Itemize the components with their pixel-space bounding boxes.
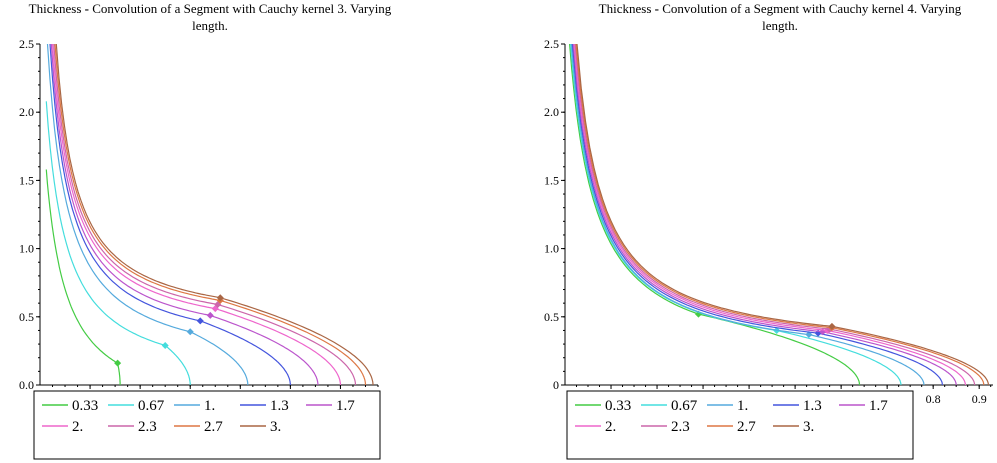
series-line-3 xyxy=(55,44,374,385)
chart-2: Thickness - Convolution of a Segment wit… xyxy=(544,1,993,460)
chart-title-line-2: length. xyxy=(192,18,228,33)
chart-1: Thickness - Convolution of a Segment wit… xyxy=(19,1,392,460)
legend-label: 2.3 xyxy=(138,419,157,435)
chart-title-line-2: length. xyxy=(762,18,798,33)
legend-label: 1.3 xyxy=(803,398,822,414)
legend-label: 1. xyxy=(204,398,215,414)
series-line-17 xyxy=(50,44,319,385)
series-line-13 xyxy=(571,44,943,385)
legend-label: 1.7 xyxy=(336,398,355,414)
y-tick-label: 2.5 xyxy=(544,37,559,51)
y-tick-label: 1.5 xyxy=(544,173,559,187)
legend-label: 1. xyxy=(737,398,748,414)
y-tick-label: 0 xyxy=(553,378,559,392)
legend-label: 3. xyxy=(803,419,814,435)
y-tick-label: 0.5 xyxy=(19,310,34,324)
y-tick-label: 1.0 xyxy=(19,242,34,256)
series-marker-3 xyxy=(216,294,224,302)
x-tick-label: 0.9 xyxy=(972,392,987,406)
series-line-27 xyxy=(575,44,985,385)
legend-label: 0.67 xyxy=(138,398,165,414)
legend-label: 0.67 xyxy=(671,398,698,414)
legend-label: 1.7 xyxy=(869,398,888,414)
y-tick-label: 2.0 xyxy=(544,105,559,119)
series-marker-067 xyxy=(161,341,169,349)
legend-box xyxy=(566,390,914,460)
y-tick-label: 0.0 xyxy=(19,378,34,392)
series-marker-13 xyxy=(196,317,204,325)
series-marker-17 xyxy=(206,311,214,319)
y-tick-label: 2.5 xyxy=(19,37,34,51)
y-tick-label: 0.5 xyxy=(544,310,559,324)
legend-label: 3. xyxy=(270,419,281,435)
legend-label: 0.33 xyxy=(72,398,98,414)
series-line-1 xyxy=(46,44,249,385)
chart-title-line-1: Thickness - Convolution of a Segment wit… xyxy=(599,1,962,16)
legend-label: 2.7 xyxy=(737,419,756,435)
series-line-2 xyxy=(573,44,966,385)
legend-label: 2. xyxy=(605,419,616,435)
series-marker-3 xyxy=(828,322,836,330)
series-line-3 xyxy=(576,44,989,385)
series-marker-1 xyxy=(186,328,194,336)
y-tick-label: 1.0 xyxy=(544,242,559,256)
x-tick-label: 0.8 xyxy=(926,392,941,406)
legend-label: 2.7 xyxy=(204,419,223,435)
legend-label: 2.3 xyxy=(671,419,690,435)
legend-label: 0.33 xyxy=(605,398,631,414)
series-line-1 xyxy=(570,44,925,385)
series-marker-033 xyxy=(114,359,122,367)
series-line-067 xyxy=(45,101,191,385)
legend-box xyxy=(33,390,381,460)
series-line-17 xyxy=(572,44,957,385)
y-tick-label: 2.0 xyxy=(19,105,34,119)
y-tick-label: 1.5 xyxy=(19,173,34,187)
chart-title-line-1: Thickness - Convolution of a Segment wit… xyxy=(29,1,392,16)
legend-label: 2. xyxy=(72,419,83,435)
legend-label: 1.3 xyxy=(270,398,289,414)
